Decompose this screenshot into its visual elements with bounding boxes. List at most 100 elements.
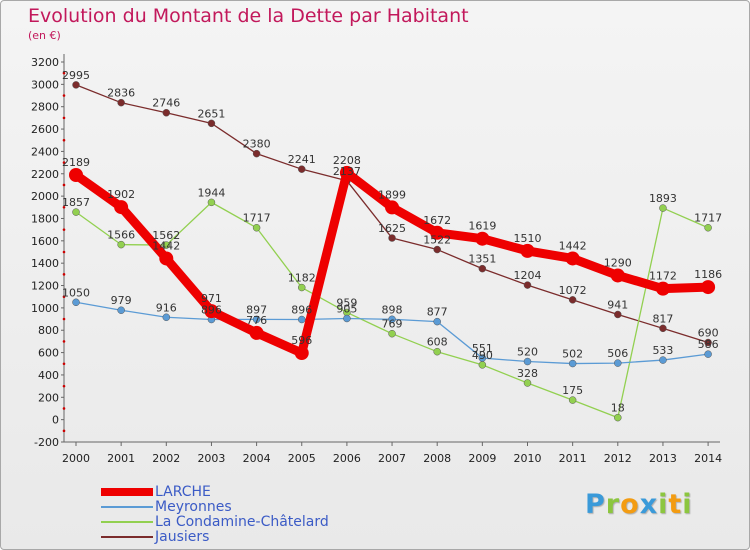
data-point-meyronnes: [433, 317, 441, 326]
data-label-larche: 1442: [559, 239, 587, 252]
data-point-la-condamine-ch-telard: [298, 283, 306, 292]
x-tick-label: 2005: [288, 452, 316, 465]
legend-label-la-condamine: La Condamine-Châtelard: [155, 514, 329, 530]
data-point-meyronnes: [343, 314, 351, 323]
y-minor-dot: [62, 138, 66, 142]
data-point-meyronnes: [478, 354, 487, 362]
data-point-meyronnes: [614, 359, 622, 367]
y-minor-dot: [62, 273, 66, 276]
data-point-jausiers: [252, 149, 261, 158]
x-tick-label: 2014: [694, 452, 722, 465]
data-point-la-condamine-ch-telard: [252, 223, 261, 232]
data-label-meyronnes: 551: [472, 342, 493, 355]
data-point-jausiers: [704, 338, 712, 347]
y-tick-label: 400: [38, 369, 59, 382]
data-point-la-condamine-ch-telard: [568, 396, 577, 404]
y-tick-label: 1000: [31, 302, 59, 315]
data-label-jausiers: 1072: [559, 284, 587, 297]
x-tick-label: 2000: [62, 452, 90, 465]
data-point-larche: [249, 325, 264, 340]
data-label-meyronnes: 533: [652, 344, 673, 357]
data-point-larche: [159, 251, 174, 266]
chart-subtitle: (en €): [28, 29, 61, 42]
data-label-meyronnes: 896: [201, 304, 222, 317]
data-label-jausiers: 2137: [333, 165, 361, 178]
data-label-larche: 1172: [649, 270, 677, 283]
data-point-jausiers: [162, 108, 171, 117]
x-tick-label: 2004: [243, 452, 271, 465]
data-label-meyronnes: 586: [698, 338, 719, 351]
x-tick-label: 2008: [423, 452, 451, 465]
data-label-larche: 2208: [333, 154, 361, 167]
y-tick-label: 2400: [31, 145, 59, 158]
chart-title: Evolution du Montant de la Dette par Hab…: [28, 5, 469, 27]
y-minor-dot: [62, 384, 66, 388]
proxiti-logo: Proxiti: [585, 489, 693, 520]
y-tick-label: 1400: [31, 257, 59, 270]
y-tick-label: 2800: [31, 101, 59, 114]
data-label-meyronnes: 502: [562, 348, 583, 361]
data-point-larche: [655, 281, 670, 296]
y-tick-label: 1600: [31, 235, 59, 248]
data-label-jausiers: 1351: [468, 253, 496, 266]
data-label-la-condamine-ch-telard: 1717: [694, 212, 722, 225]
y-minor-dot: [62, 94, 66, 97]
data-point-la-condamine-ch-telard: [614, 413, 622, 422]
data-point-larche: [565, 251, 580, 266]
data-point-meyronnes: [568, 359, 577, 368]
data-label-la-condamine-ch-telard: 175: [562, 384, 583, 397]
data-point-la-condamine-ch-telard: [433, 347, 441, 356]
y-minor-dot: [62, 250, 66, 254]
x-tick-label: 2003: [197, 452, 225, 465]
data-label-jausiers: 2836: [107, 87, 135, 100]
y-tick-label: 3000: [31, 78, 59, 91]
data-label-meyronnes: 916: [156, 301, 177, 314]
data-point-meyronnes: [388, 315, 396, 324]
x-tick-label: 2009: [468, 452, 496, 465]
data-point-jausiers: [568, 296, 577, 304]
data-label-meyronnes: 896: [291, 304, 312, 317]
data-label-la-condamine-ch-telard: 328: [517, 367, 538, 380]
data-point-meyronnes: [252, 315, 261, 324]
data-point-larche: [701, 280, 716, 295]
data-label-la-condamine-ch-telard: 769: [382, 318, 403, 331]
data-point-la-condamine-ch-telard: [117, 240, 125, 249]
data-label-larche: 776: [246, 314, 267, 327]
data-label-la-condamine-ch-telard: 490: [472, 349, 493, 362]
data-point-la-condamine-ch-telard: [72, 208, 80, 216]
data-label-la-condamine-ch-telard: 1857: [62, 196, 90, 209]
x-tick-label: 2011: [559, 452, 587, 465]
data-label-jausiers: 2380: [243, 138, 271, 151]
y-minor-dot: [62, 362, 66, 366]
data-label-jausiers: 1625: [378, 222, 406, 235]
data-point-larche: [204, 304, 219, 319]
data-point-larche: [430, 225, 445, 240]
data-label-la-condamine-ch-telard: 959: [336, 296, 357, 309]
legend-label-meyronnes: Meyronnes: [155, 499, 232, 515]
y-tick-label: 2600: [31, 123, 59, 136]
data-label-meyronnes: 506: [607, 347, 628, 360]
data-label-jausiers: 2651: [197, 107, 225, 120]
x-tick-label: 2007: [378, 452, 406, 465]
data-label-la-condamine-ch-telard: 608: [427, 336, 448, 349]
y-tick-label: 3200: [31, 56, 59, 69]
data-point-la-condamine-ch-telard: [704, 223, 712, 232]
data-point-la-condamine-ch-telard: [659, 204, 667, 212]
data-label-larche: 1290: [604, 256, 632, 269]
data-label-larche: 596: [291, 334, 312, 347]
data-point-meyronnes: [162, 313, 171, 322]
data-label-meyronnes: 898: [382, 303, 403, 316]
y-tick-label: -200: [34, 436, 59, 449]
data-point-larche: [114, 200, 129, 215]
data-label-jausiers: 2995: [62, 69, 90, 82]
data-label-meyronnes: 897: [246, 303, 267, 316]
data-label-larche: 1510: [514, 232, 542, 245]
data-point-meyronnes: [704, 350, 712, 358]
y-minor-dot: [62, 116, 66, 120]
data-label-jausiers: 2241: [288, 153, 316, 166]
data-label-jausiers: 1522: [423, 234, 451, 247]
data-label-larche: 1442: [152, 239, 180, 252]
y-minor-dot: [62, 71, 66, 75]
data-label-la-condamine-ch-telard: 1562: [152, 229, 180, 242]
